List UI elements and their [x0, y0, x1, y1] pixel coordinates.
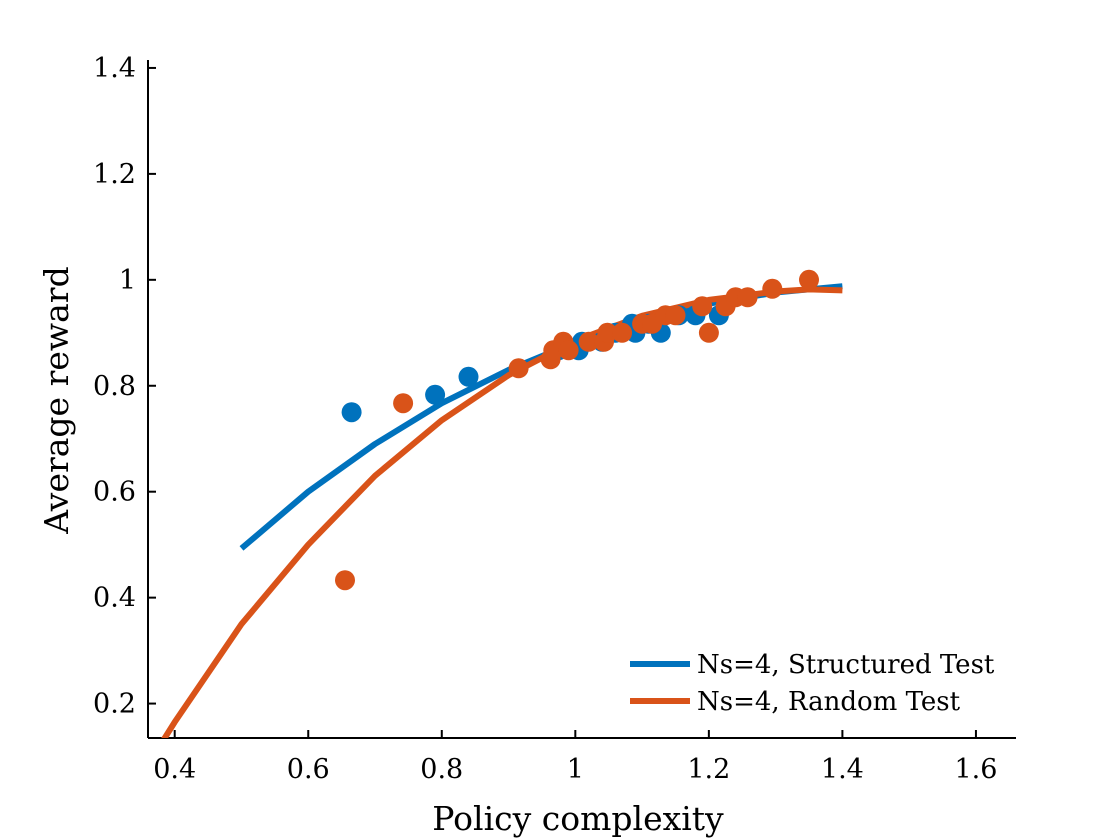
data-point-random	[762, 278, 783, 299]
y-tick-label: 1.4	[93, 53, 136, 84]
data-point-structured	[425, 384, 446, 405]
fit-curve-structured	[239, 283, 843, 551]
data-point-random	[612, 322, 633, 343]
legend: Ns=4, Structured Test Ns=4, Random Test	[630, 650, 995, 717]
x-tick-label: 0.8	[420, 754, 463, 785]
x-tick-label: 1.6	[954, 754, 997, 785]
x-tick-label: 0.4	[153, 754, 196, 785]
y-tick-label: 0.2	[93, 689, 136, 720]
x-tick-label: 1	[567, 754, 584, 785]
data-points	[335, 269, 819, 591]
data-point-random	[737, 287, 758, 308]
x-axis-title: Policy complexity	[432, 799, 724, 838]
data-point-random	[665, 305, 686, 326]
data-point-random	[692, 296, 713, 317]
data-point-structured	[341, 402, 362, 423]
legend-label-random: Ns=4, Random Test	[697, 687, 961, 717]
data-point-random	[597, 322, 618, 343]
data-point-structured	[458, 366, 479, 387]
y-tick-label: 0.4	[93, 583, 136, 614]
data-point-random	[335, 570, 355, 591]
y-axis-title: Average reward	[37, 266, 76, 534]
data-point-random	[578, 331, 599, 352]
y-tick-label: 1.2	[93, 159, 136, 190]
axes: 0.4 0.6 0.8 1 1.2 1.4 1.6 0.2 0.4 0.6 0.8 1 1.2 1.4	[93, 53, 1016, 785]
x-tick-label: 1.2	[687, 754, 730, 785]
data-point-random	[393, 393, 414, 414]
data-point-random	[698, 322, 719, 343]
legend-label-structured: Ns=4, Structured Test	[697, 650, 995, 680]
data-point-random	[558, 340, 579, 361]
x-tick-label: 0.6	[287, 754, 330, 785]
y-tick-label: 0.8	[93, 371, 136, 402]
y-tick-label: 0.6	[93, 477, 136, 508]
data-point-random	[508, 358, 529, 379]
y-tick-label: 1	[119, 265, 136, 296]
data-point-random	[799, 269, 819, 290]
x-tick-label: 1.4	[821, 754, 864, 785]
